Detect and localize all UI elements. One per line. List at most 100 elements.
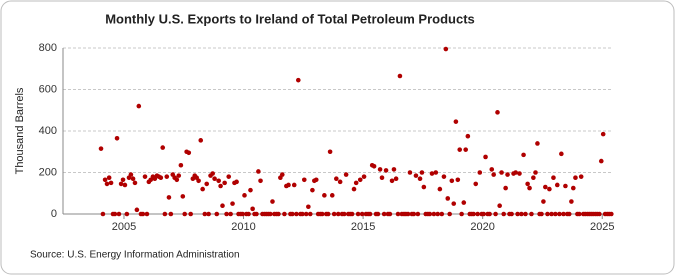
data-point (517, 171, 522, 176)
data-point (505, 172, 510, 177)
data-point (415, 211, 421, 217)
data-point (120, 177, 126, 183)
y-axis-label: Thousand Barrels (14, 87, 26, 174)
data-point (335, 211, 341, 217)
data-point (559, 151, 564, 157)
data-point (329, 193, 335, 198)
data-point (421, 184, 427, 190)
data-point (224, 211, 229, 217)
data-point (554, 182, 560, 188)
data-point (296, 77, 301, 83)
data-point (553, 211, 558, 217)
data-point (489, 167, 495, 172)
data-point (377, 167, 383, 172)
data-point (441, 174, 447, 179)
data-point (513, 170, 518, 175)
data-point (202, 211, 208, 217)
data-point (547, 186, 552, 192)
data-point (248, 187, 253, 193)
data-point (319, 211, 325, 217)
data-point (383, 168, 389, 173)
data-point (290, 211, 295, 217)
data-point (391, 167, 397, 172)
data-point (465, 133, 471, 139)
data-point (246, 211, 251, 217)
data-point (497, 203, 502, 208)
data-point (395, 211, 401, 217)
data-point (359, 211, 365, 217)
data-point (240, 211, 245, 217)
data-point (445, 196, 451, 201)
data-point (325, 211, 331, 217)
data-point (491, 172, 496, 177)
data-point (351, 186, 357, 192)
data-point (198, 138, 204, 143)
data-point (597, 211, 602, 217)
data-point (600, 131, 606, 137)
data-point (158, 175, 164, 180)
data-point (473, 181, 479, 187)
data-point (429, 171, 435, 176)
data-point (204, 181, 210, 187)
data-point (186, 150, 192, 156)
data-point (571, 185, 576, 191)
data-point (453, 119, 459, 124)
data-point (160, 145, 166, 150)
data-point (439, 211, 445, 217)
data-point (477, 170, 483, 175)
data-point (256, 169, 261, 174)
data-point (501, 211, 507, 217)
data-point (609, 211, 614, 217)
data-point (483, 154, 488, 160)
data-point (222, 180, 227, 186)
data-point (463, 147, 468, 152)
data-point (140, 211, 146, 217)
data-point (515, 211, 520, 217)
x-tick-label: 2010 (231, 221, 255, 233)
data-point (387, 211, 393, 217)
data-point (521, 152, 526, 158)
source-note: Source: U.S. Energy Information Administ… (30, 250, 240, 261)
data-point (327, 149, 333, 155)
data-point (286, 182, 291, 188)
data-point (334, 176, 339, 182)
data-point (196, 178, 201, 184)
data-point (598, 158, 604, 164)
data-point (98, 146, 104, 151)
data-point (104, 181, 110, 187)
data-point (114, 135, 120, 141)
data-point (134, 207, 140, 213)
data-point (551, 175, 556, 180)
data-point (276, 211, 281, 217)
data-point (379, 175, 385, 180)
y-tick-label: 0 (51, 208, 57, 220)
x-tick-label: 2025 (590, 221, 614, 233)
data-point (533, 170, 538, 175)
data-point (182, 211, 188, 217)
data-point (300, 211, 305, 217)
data-point (413, 173, 419, 178)
data-point (427, 211, 433, 217)
data-point (451, 201, 457, 206)
data-point (228, 211, 233, 217)
data-point (100, 211, 106, 217)
data-point (242, 193, 247, 198)
data-point (210, 171, 215, 176)
data-point (455, 177, 461, 183)
data-point (124, 211, 130, 217)
data-point (541, 199, 546, 204)
data-point (535, 141, 540, 146)
x-tick-label: 2015 (351, 221, 375, 233)
data-point (270, 199, 275, 204)
y-tick-label: 800 (39, 42, 57, 54)
data-point (557, 211, 562, 217)
data-point (569, 199, 574, 204)
data-point (132, 180, 138, 186)
data-point (294, 211, 299, 217)
data-point (234, 179, 239, 185)
data-point (216, 178, 221, 184)
data-point (112, 211, 118, 217)
data-point (168, 211, 174, 217)
data-point (291, 182, 297, 188)
